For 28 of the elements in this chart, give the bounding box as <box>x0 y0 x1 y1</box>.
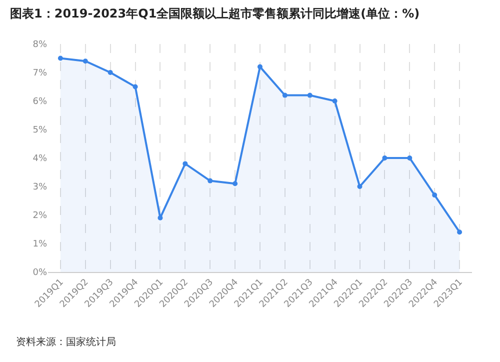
y-tick-label: 2% <box>32 211 48 222</box>
y-tick-label: 3% <box>32 182 48 193</box>
point <box>432 192 438 198</box>
y-tick-label: 7% <box>32 68 48 79</box>
point <box>332 98 338 104</box>
y-tick-label: 6% <box>32 97 48 108</box>
point <box>108 70 113 75</box>
point <box>258 64 262 70</box>
point <box>307 92 312 98</box>
point <box>208 178 213 184</box>
y-tick-label: 5% <box>32 126 48 136</box>
point <box>132 84 138 90</box>
point <box>357 184 362 189</box>
point <box>158 215 163 220</box>
point <box>82 58 88 64</box>
text: 资料来源：国家统计局 <box>16 336 116 348</box>
point <box>58 56 63 61</box>
y-tick-label: 1% <box>32 240 48 250</box>
point <box>232 181 238 186</box>
point <box>182 161 188 166</box>
point <box>282 92 288 98</box>
y-tick-label: 4% <box>32 154 48 164</box>
point <box>407 156 412 160</box>
chart-title: 图表1：2019-2023年Q1全国限额以上超市零售额累计同比增速(单位：%) <box>10 6 420 20</box>
point <box>457 230 462 235</box>
point <box>382 156 388 160</box>
y-tick-label: 8% <box>32 40 48 50</box>
y-tick-label: 0% <box>32 268 48 278</box>
